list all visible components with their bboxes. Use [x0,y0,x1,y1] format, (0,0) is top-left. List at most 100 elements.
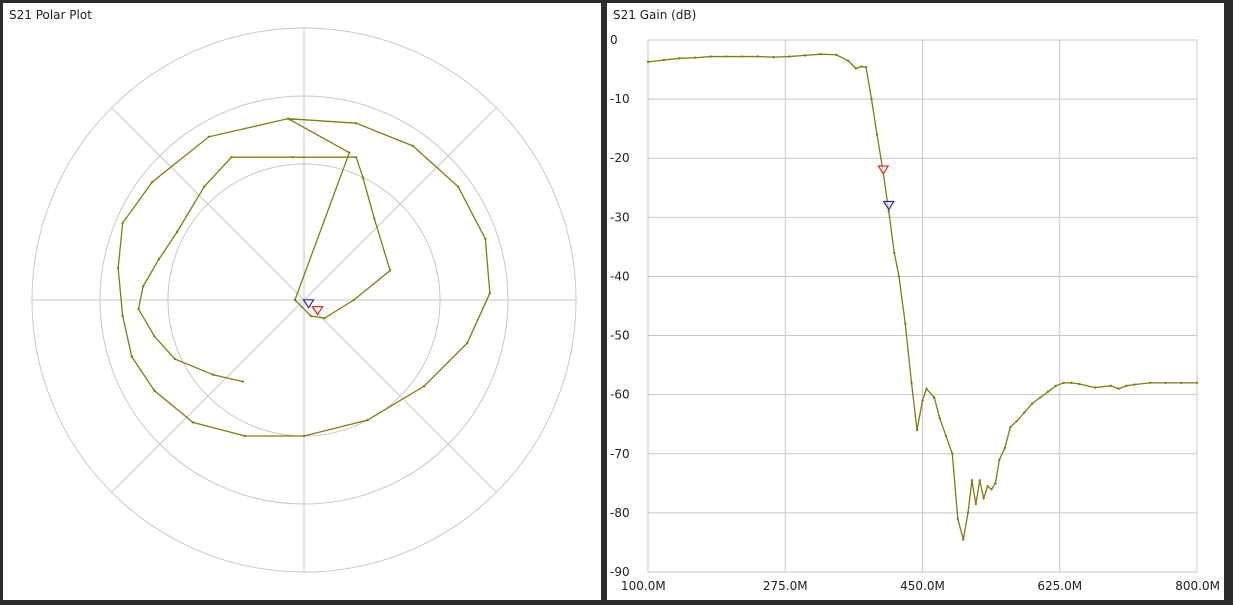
polar-trace-point [361,176,365,179]
polar-trace-point [484,237,487,240]
gain-trace-point [921,399,924,402]
gain-trace-point [925,387,928,390]
gain-trace-point [1031,402,1034,405]
gain-y-tick-label: -30 [610,210,630,224]
gain-trace-point [756,55,759,58]
gain-trace-point [1054,384,1058,387]
polar-plot-panel: S21 Polar Plot [3,3,601,600]
polar-trace-point [153,389,156,392]
polar-marker-1 [311,306,324,316]
polar-trace-point [230,156,233,159]
gain-trace-point [1125,384,1128,387]
gain-trace-point [709,55,712,58]
gain-trace-point [787,55,791,58]
gain-trace-point [860,65,863,68]
polar-trace-point [411,144,414,148]
gain-x-tick-label: 450.0M [900,579,945,593]
gain-trace-point [772,55,775,59]
gain-trace-point [933,396,936,399]
gain-trace-point [974,502,978,506]
gain-trace-point [1133,383,1136,386]
gain-trace-point [986,485,989,488]
gain-trace-point [893,251,896,254]
gain-trace-point [864,65,868,69]
polar-trace-point [203,185,206,188]
gain-trace-point [1078,382,1081,386]
gain-y-tick-label: -40 [610,269,630,283]
gain-trace-point [944,434,948,438]
gain-trace-point [1117,387,1120,390]
gain-x-tick-label: 100.0M [621,579,666,593]
gain-y-tick-label: -20 [610,151,630,165]
polar-trace-point [191,421,195,424]
gain-trace-point [887,210,890,213]
polar-trace-point [286,117,290,120]
gain-trace-point [938,417,941,420]
gain-trace-point [835,53,838,56]
polar-trace-point [291,156,294,159]
polar-trace-point [302,434,306,438]
polar-trace-point [388,269,392,272]
gain-trace-point [966,511,970,515]
gain-trace-point [962,538,965,541]
gain-trace-point [725,55,728,58]
gain-trace-point [978,479,981,482]
gain-trace-point [994,482,997,485]
polar-trace-point [422,384,426,388]
gain-trace-point [904,322,907,325]
gain-plot-panel: S21 Gain (dB) 0 -10 -20 -30 -40 -50 -60 -70 -80 -… [607,3,1224,600]
gain-trace-point [910,381,913,385]
gain-x-tick-label: 800.0M [1175,579,1220,593]
gain-trace-point [1023,411,1026,414]
gain-y-tick-label: -50 [610,329,630,343]
polar-trace-point [121,221,124,225]
gain-trace-point [678,57,681,60]
gain-trace-point [990,488,993,491]
gain-trace-point [875,133,879,136]
gain-y-tick-label: -80 [610,506,630,520]
gain-y-tick-label: -70 [610,447,630,461]
gain-trace-point [956,517,959,520]
gain-plot-title: S21 Gain (dB) [613,8,697,22]
gain-trace-point [982,496,985,500]
gain-trace-point [951,452,954,455]
gain-marker-2 [882,200,895,211]
gain-trace-point [1195,381,1199,385]
gain-trace-point [740,55,744,58]
gain-trace-point [1046,390,1050,393]
gain-trace-point [846,59,850,62]
polar-trace-point [323,316,326,320]
polar-trace-point [352,298,356,302]
polar-trace-point [130,355,133,358]
gain-trace-point [803,54,807,57]
gain-trace-point [662,58,665,62]
gain-x-tick-label: 275.0M [763,579,808,593]
polar-trace-point [456,185,460,188]
gain-y-tick-label: -10 [610,92,630,106]
gain-trace-point [1109,384,1112,387]
polar-trace-point [300,305,303,308]
polar-trace-point [243,434,247,438]
gain-trace-point [1015,420,1018,423]
polar-trace-point [309,314,312,318]
polar-plot-title: S21 Polar Plot [9,8,92,22]
gain-trace-point [1003,446,1007,450]
gain-trace-point [998,458,1001,461]
gain-trace-point [1070,381,1073,385]
gain-y-tick-label: -60 [610,388,630,402]
polar-trace-point [241,380,244,383]
gain-trace-point [870,97,873,101]
polar-trace-point [141,285,145,288]
polar-trace-point [466,341,469,345]
polar-trace-point [488,292,492,295]
polar-chart [31,27,577,573]
gain-trace-point [970,479,974,482]
polar-trace-point [175,230,179,234]
gain-trace-point [1062,381,1065,385]
gain-trace-point [693,56,697,59]
polar-trace-point [212,373,215,376]
polar-trace-point [348,151,351,154]
polar-trace-point [173,357,176,361]
gain-trace-point [1164,381,1167,385]
gain-trace-point [854,67,858,70]
